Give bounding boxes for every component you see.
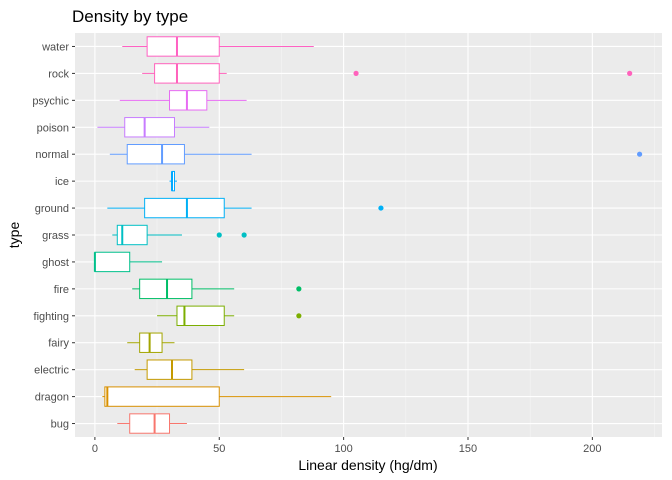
y-tick-label-ghost: ghost bbox=[42, 257, 69, 269]
box-iqr bbox=[94, 251, 131, 273]
y-tick-label-poison: poison bbox=[37, 122, 69, 134]
outlier-point bbox=[241, 232, 247, 238]
outlier-point bbox=[216, 232, 222, 238]
box-iqr bbox=[144, 197, 225, 219]
box-iqr bbox=[104, 386, 220, 407]
box-water bbox=[122, 36, 314, 57]
x-tick-label: 100 bbox=[334, 443, 352, 455]
box-iqr bbox=[139, 332, 163, 353]
x-tick-label: 150 bbox=[459, 443, 477, 455]
box-grass bbox=[112, 224, 247, 246]
box-normal bbox=[109, 144, 643, 165]
box-ground bbox=[107, 197, 384, 219]
box-fighting bbox=[157, 305, 302, 326]
y-tick-label-normal: normal bbox=[35, 149, 69, 161]
x-tick-label: 50 bbox=[213, 443, 225, 455]
y-axis-label: type bbox=[6, 222, 22, 249]
outlier-point bbox=[296, 313, 302, 319]
box-fire bbox=[132, 278, 302, 300]
box-psychic bbox=[119, 90, 247, 111]
box-iqr bbox=[154, 63, 220, 84]
outlier-point bbox=[637, 151, 643, 157]
box-dragon bbox=[102, 386, 332, 407]
box-iqr bbox=[139, 278, 193, 300]
box-iqr bbox=[176, 305, 225, 326]
y-tick-label-ground: ground bbox=[35, 203, 69, 215]
y-tick-label-psychic: psychic bbox=[32, 95, 69, 107]
box-poison bbox=[97, 117, 210, 138]
box-iqr bbox=[116, 224, 148, 246]
x-axis-label: Linear density (hg/dm) bbox=[298, 457, 437, 473]
box-iqr bbox=[124, 117, 175, 138]
y-tick-label-fairy: fairy bbox=[48, 338, 69, 350]
y-tick-label-dragon: dragon bbox=[35, 392, 69, 404]
y-tick-label-ice: ice bbox=[55, 176, 69, 188]
box-iqr bbox=[129, 413, 171, 434]
outlier-point bbox=[296, 286, 302, 292]
x-tick-label: 0 bbox=[92, 443, 98, 455]
box-rock bbox=[142, 63, 633, 84]
y-tick-label-fire: fire bbox=[54, 284, 69, 296]
outlier-point bbox=[378, 205, 384, 211]
y-tick-label-electric: electric bbox=[34, 365, 69, 377]
y-tick-label-grass: grass bbox=[42, 230, 69, 242]
box-iqr bbox=[146, 36, 220, 57]
box-iqr bbox=[169, 90, 208, 111]
x-tick-label: 200 bbox=[583, 443, 601, 455]
outlier-point bbox=[627, 70, 633, 76]
axes: 0 50 100 150 200 water rock psychic poison normal… bbox=[32, 41, 601, 455]
box-ghost bbox=[93, 251, 163, 273]
y-tick-label-fighting: fighting bbox=[34, 311, 69, 323]
box-electric bbox=[134, 359, 245, 380]
box-fairy bbox=[127, 332, 175, 353]
y-tick-label-water: water bbox=[41, 41, 69, 53]
box-iqr bbox=[146, 359, 193, 380]
box-ice bbox=[169, 170, 177, 192]
box-series bbox=[93, 36, 643, 434]
outlier-point bbox=[353, 70, 359, 76]
chart-title: Density by type bbox=[72, 7, 188, 26]
y-tick-label-bug: bug bbox=[51, 419, 69, 431]
y-tick-label-rock: rock bbox=[48, 68, 69, 80]
box-iqr bbox=[126, 144, 185, 165]
box-bug bbox=[117, 413, 187, 434]
